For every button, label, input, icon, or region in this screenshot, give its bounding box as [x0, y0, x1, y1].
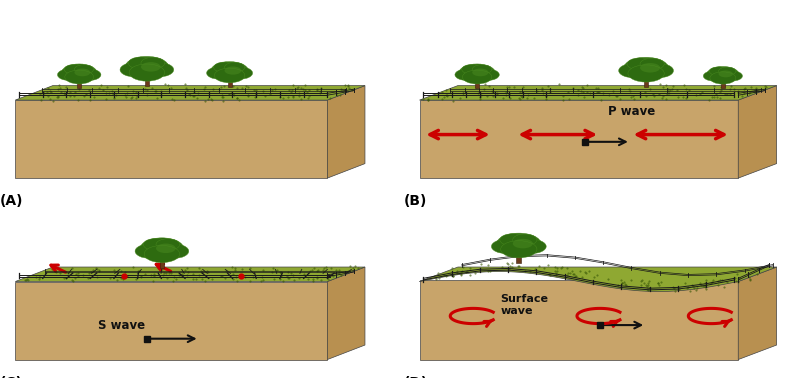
Circle shape [707, 67, 738, 81]
Text: (A): (A) [0, 194, 24, 208]
Circle shape [703, 71, 725, 81]
Circle shape [214, 68, 245, 83]
Circle shape [158, 244, 189, 259]
Circle shape [156, 243, 176, 253]
Polygon shape [327, 267, 365, 359]
Polygon shape [327, 85, 365, 178]
Circle shape [74, 68, 90, 76]
Circle shape [462, 64, 482, 74]
Circle shape [472, 65, 492, 74]
Text: P wave: P wave [608, 105, 655, 118]
Circle shape [497, 233, 541, 254]
Circle shape [624, 57, 668, 78]
Polygon shape [145, 79, 150, 87]
Circle shape [144, 245, 180, 263]
Circle shape [718, 67, 736, 75]
Polygon shape [475, 82, 479, 88]
Circle shape [640, 58, 664, 70]
Circle shape [214, 62, 235, 73]
Polygon shape [227, 81, 232, 87]
Circle shape [513, 234, 537, 245]
Circle shape [472, 68, 489, 76]
Polygon shape [15, 100, 327, 178]
Circle shape [135, 244, 165, 259]
Text: (D): (D) [404, 376, 429, 378]
Circle shape [618, 64, 650, 78]
Polygon shape [78, 82, 81, 88]
Polygon shape [738, 267, 777, 359]
Text: S wave: S wave [98, 319, 145, 332]
Circle shape [141, 57, 165, 69]
Circle shape [144, 62, 174, 77]
Polygon shape [738, 85, 777, 178]
Circle shape [227, 67, 253, 79]
Circle shape [64, 64, 85, 74]
Polygon shape [644, 80, 649, 87]
Circle shape [710, 67, 728, 76]
Circle shape [225, 67, 242, 75]
Circle shape [62, 64, 97, 81]
Polygon shape [159, 261, 164, 268]
Circle shape [627, 58, 653, 70]
Circle shape [640, 63, 660, 73]
Circle shape [459, 64, 495, 81]
Circle shape [141, 62, 161, 71]
Circle shape [491, 239, 522, 254]
Circle shape [74, 65, 94, 74]
Polygon shape [15, 282, 327, 359]
Circle shape [710, 72, 736, 84]
Circle shape [455, 69, 480, 81]
Circle shape [718, 71, 733, 77]
Text: Surface
wave: Surface wave [500, 294, 548, 316]
Text: (B): (B) [404, 194, 427, 208]
Circle shape [501, 241, 537, 258]
Circle shape [140, 238, 184, 259]
Circle shape [156, 239, 180, 250]
Text: (C): (C) [0, 376, 23, 378]
Polygon shape [15, 85, 365, 100]
Circle shape [628, 65, 664, 82]
Polygon shape [419, 100, 738, 178]
Circle shape [225, 62, 245, 72]
Polygon shape [516, 256, 522, 263]
Circle shape [211, 62, 248, 79]
Circle shape [143, 239, 169, 251]
Circle shape [129, 64, 165, 81]
Circle shape [643, 64, 674, 78]
Circle shape [513, 239, 533, 248]
Circle shape [500, 234, 526, 246]
Circle shape [515, 239, 546, 254]
Circle shape [462, 70, 492, 84]
Polygon shape [721, 83, 725, 88]
Circle shape [58, 69, 82, 81]
Polygon shape [419, 267, 777, 291]
Polygon shape [419, 280, 738, 359]
Circle shape [721, 71, 742, 81]
Circle shape [65, 70, 94, 84]
Circle shape [206, 67, 232, 79]
Circle shape [128, 57, 154, 69]
Polygon shape [15, 267, 365, 282]
Circle shape [120, 62, 150, 77]
Circle shape [77, 69, 101, 81]
Circle shape [125, 56, 169, 77]
Polygon shape [419, 85, 777, 100]
Circle shape [474, 69, 499, 81]
